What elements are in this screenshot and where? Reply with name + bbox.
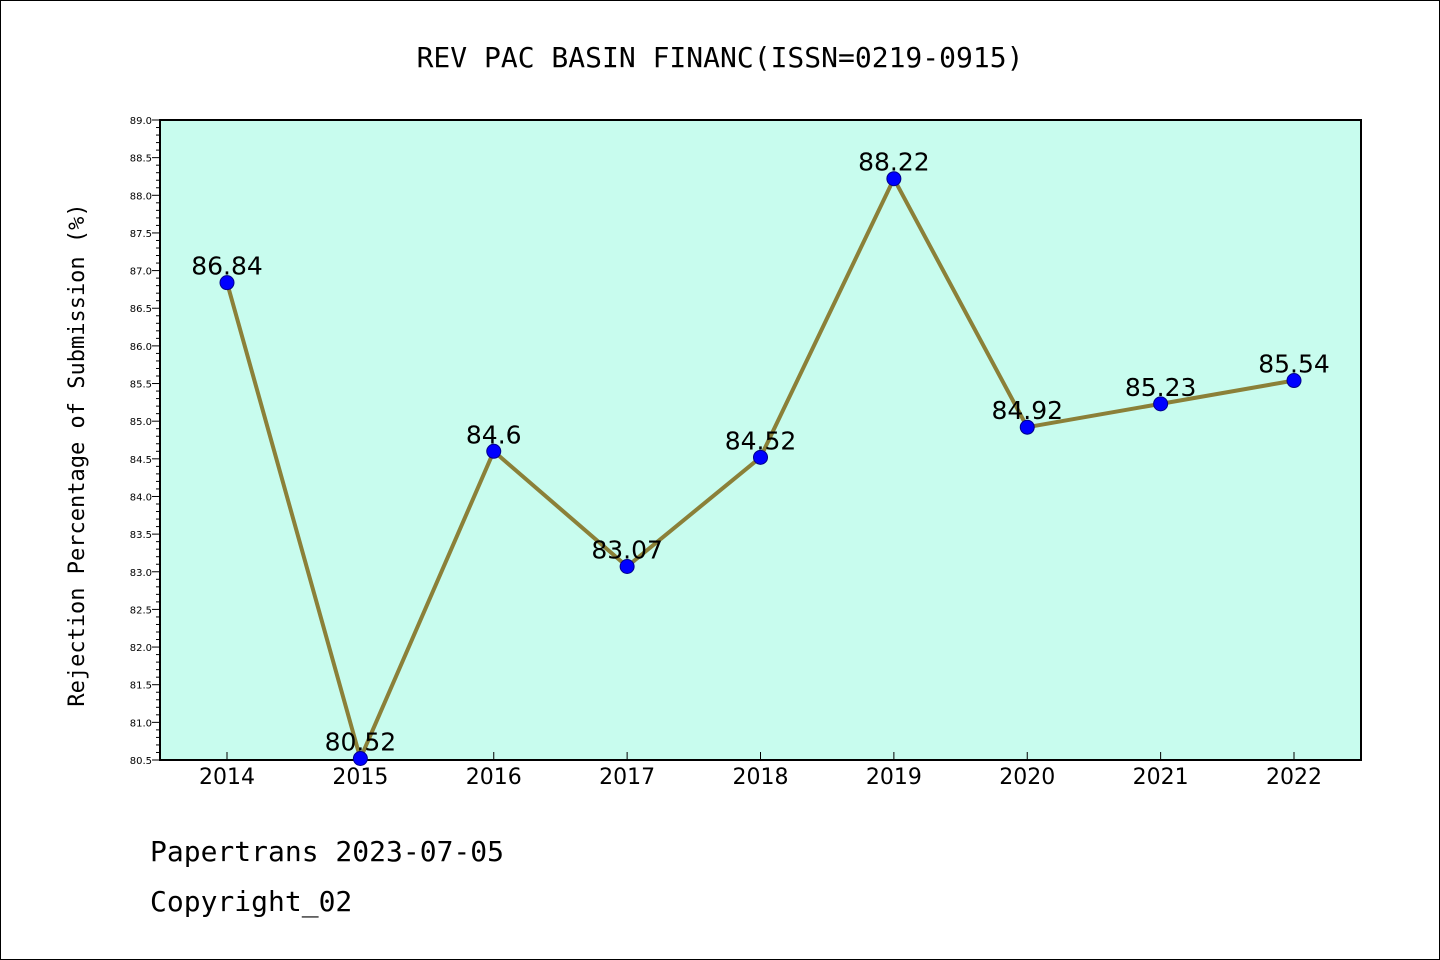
data-label: 80.52 — [325, 727, 397, 756]
y-tick-label: 89.0 — [130, 116, 152, 127]
footer-copyright: Copyright_02 — [150, 885, 353, 918]
y-tick-label: 86.0 — [130, 342, 152, 353]
x-tick-label: 2014 — [199, 765, 255, 790]
data-point — [486, 443, 502, 459]
y-axis-ticks: 80.5 81.0 81.5 82.0 82.5 83.0 83.5 84.0 84.5 85.0… — [130, 116, 160, 767]
y-tick-label: 83.5 — [130, 530, 152, 541]
data-point — [1153, 396, 1169, 412]
y-tick-label: 87.5 — [130, 229, 152, 240]
data-label: 86.84 — [191, 252, 263, 281]
y-tick-label: 84.0 — [130, 492, 152, 503]
y-tick-label: 85.5 — [130, 380, 152, 391]
data-point — [219, 275, 235, 291]
y-tick-label: 85.0 — [130, 417, 152, 428]
y-tick-label: 81.0 — [130, 718, 152, 729]
data-point — [619, 558, 635, 574]
x-tick-label: 2017 — [599, 765, 655, 790]
chart-title: REV PAC BASIN FINANC(ISSN=0219-0915) — [417, 41, 1024, 74]
y-axis-label: Rejection Percentage of Submission (%) — [65, 203, 90, 706]
y-tick-label: 82.5 — [130, 605, 152, 616]
data-markers — [219, 171, 1302, 766]
data-label: 84.92 — [991, 396, 1063, 425]
x-tick-label: 2022 — [1266, 765, 1322, 790]
y-tick-label: 80.5 — [130, 756, 152, 767]
y-tick-label: 88.0 — [130, 191, 152, 202]
y-tick-label: 84.5 — [130, 455, 152, 466]
x-tick-label: 2016 — [466, 765, 522, 790]
x-tick-label: 2021 — [1133, 765, 1189, 790]
x-tick-label: 2019 — [866, 765, 922, 790]
data-label: 83.07 — [591, 535, 663, 564]
data-label: 84.6 — [466, 420, 522, 449]
x-axis-ticks: 2014 2015 2016 2017 2018 2019 2020 2021 2022 — [199, 752, 1322, 790]
data-label: 85.54 — [1258, 350, 1330, 379]
data-labels: 86.84 80.52 84.6 83.07 84.52 88.22 84.92 85.23 8… — [191, 148, 1330, 757]
data-label: 85.23 — [1125, 373, 1197, 402]
y-tick-label: 81.5 — [130, 681, 152, 692]
data-point — [1019, 419, 1035, 435]
y-tick-label: 83.0 — [130, 568, 152, 579]
footer-date: Papertrans 2023-07-05 — [150, 835, 505, 868]
y-tick-label: 86.5 — [130, 304, 152, 315]
data-point — [886, 171, 902, 187]
y-tick-label: 87.0 — [130, 267, 152, 278]
data-point — [753, 449, 768, 465]
x-tick-label: 2015 — [332, 765, 388, 790]
data-label: 88.22 — [858, 148, 930, 177]
data-label: 84.52 — [725, 426, 797, 455]
x-tick-label: 2020 — [999, 765, 1055, 790]
x-tick-label: 2018 — [733, 765, 789, 790]
y-tick-label: 88.5 — [130, 154, 152, 165]
plot-area — [159, 119, 1362, 761]
data-point — [352, 750, 368, 766]
y-tick-label: 82.0 — [130, 643, 152, 654]
data-point — [1286, 373, 1302, 389]
